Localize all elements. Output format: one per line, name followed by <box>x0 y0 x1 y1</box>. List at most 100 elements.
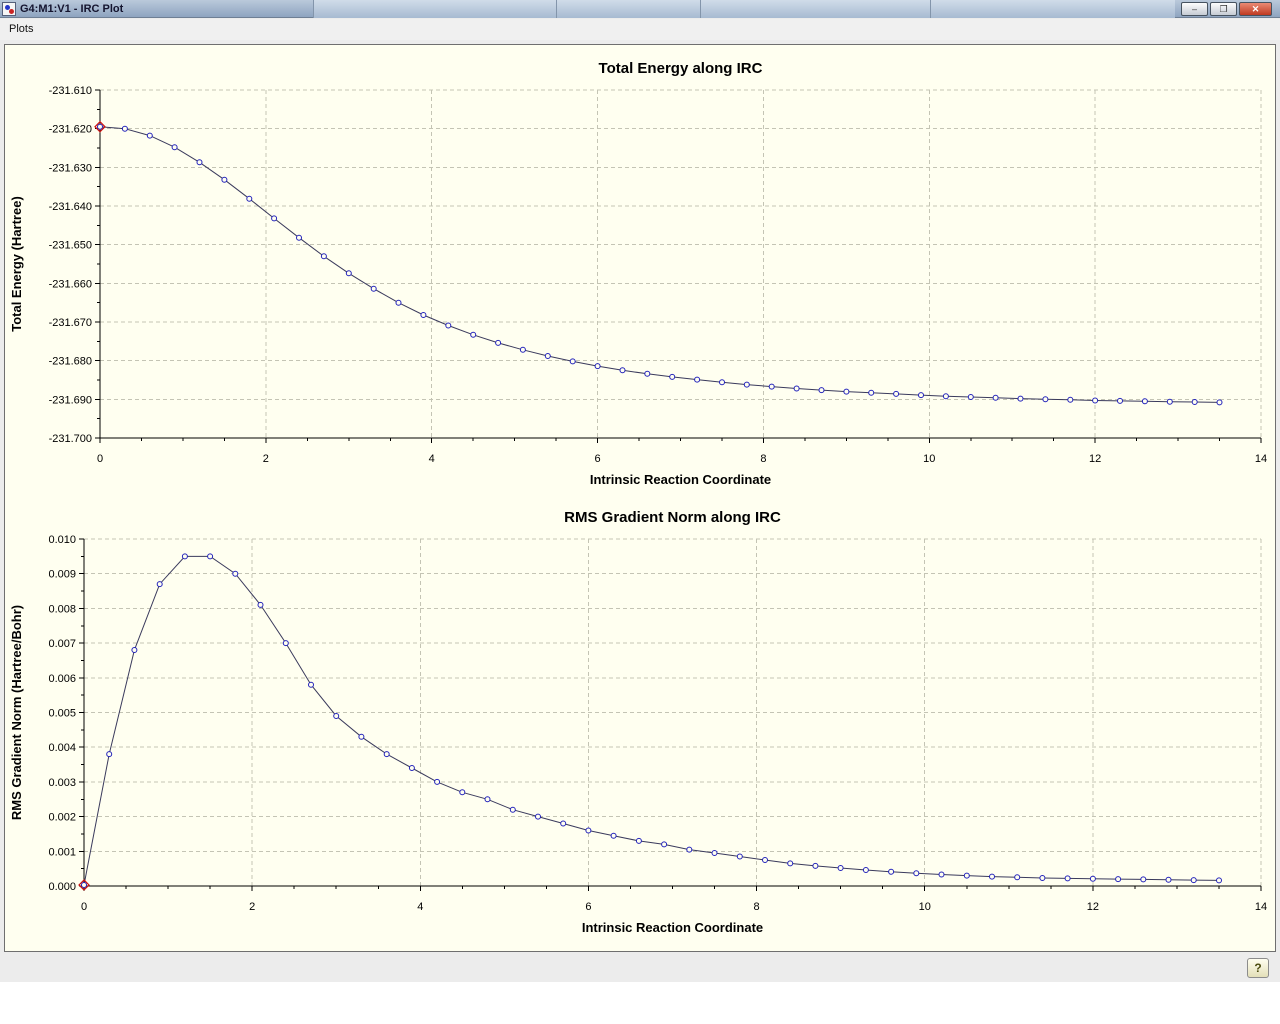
data-point <box>893 390 900 397</box>
data-point <box>207 553 214 560</box>
data-point <box>358 733 365 740</box>
close-button[interactable]: ✕ <box>1239 2 1272 16</box>
data-point <box>843 388 850 395</box>
x-tick-label: 4 <box>417 901 423 913</box>
x-tick-label: 14 <box>1255 901 1267 913</box>
data-point <box>768 383 775 390</box>
data-point <box>296 234 302 241</box>
y-tick-label: -231.610 <box>49 85 92 97</box>
y-tick-label: 0.000 <box>48 881 76 893</box>
data-point <box>793 385 800 392</box>
y-tick-label: -231.630 <box>49 162 92 174</box>
data-point <box>719 379 725 386</box>
y-tick-label: 0.001 <box>48 846 76 858</box>
data-point <box>644 370 651 377</box>
data-point <box>594 363 601 370</box>
data-point <box>308 681 314 688</box>
data-point <box>445 322 452 329</box>
x-tick-label: 6 <box>585 901 591 913</box>
irc-plot-window: G4:M1:V1 - IRC Plot – ❐ ✕ Plots 0 2 4 6 8 10 1… <box>0 0 1280 982</box>
data-point <box>711 850 718 856</box>
y-tick-label: 0.009 <box>48 569 76 581</box>
data-point <box>913 870 920 877</box>
data-point <box>1092 397 1099 404</box>
data-point <box>121 125 128 132</box>
data-point <box>395 299 402 306</box>
data-point <box>131 647 138 653</box>
data-point <box>610 832 617 839</box>
data-point <box>246 195 253 202</box>
data-point <box>1117 397 1123 404</box>
inactive-window-titlebar[interactable] <box>313 0 556 18</box>
menu-item-plots[interactable]: Plots <box>9 23 34 35</box>
inactive-window-titlebar[interactable] <box>930 0 1175 18</box>
window-title: G4:M1:V1 - IRC Plot <box>20 3 124 15</box>
data-point <box>1216 399 1223 406</box>
data-point <box>938 871 945 878</box>
y-tick-label: -231.650 <box>49 240 92 252</box>
x-tick-label: 12 <box>1087 901 1099 913</box>
y-tick-label: 0.006 <box>48 673 76 685</box>
x-tick-label: 10 <box>919 901 931 913</box>
y-tick-label: -231.620 <box>49 124 92 136</box>
help-button[interactable]: ? <box>1247 958 1269 978</box>
minimize-button[interactable]: – <box>1181 2 1208 16</box>
x-tick-label: 2 <box>263 453 269 465</box>
data-point <box>1165 876 1172 883</box>
y-tick-label: 0.008 <box>48 603 76 615</box>
x-tick-label: 4 <box>429 453 435 465</box>
y-tick-label: 0.007 <box>48 638 76 650</box>
rms-gradient-plot-canvas: 0 2 4 6 8 10 12 14 0.000 0.001 0.002 0.003 0.004 0.00… <box>9 509 1267 935</box>
data-point <box>156 581 163 588</box>
data-point <box>868 389 875 396</box>
maximize-button[interactable]: ❐ <box>1210 2 1237 16</box>
data-point <box>918 392 924 399</box>
y-tick-label: 0.002 <box>48 812 76 824</box>
rms-gradient-chart: 0 2 4 6 8 10 12 14 0.000 0.001 0.002 0.003 0.004 0.00… <box>5 495 1275 950</box>
inactive-window-titlebar[interactable] <box>556 0 700 18</box>
x-axis-label: Intrinsic Reaction Coordinate <box>590 472 771 487</box>
data-point <box>818 387 825 394</box>
data-point <box>1190 877 1197 884</box>
x-tick-label: 8 <box>760 453 766 465</box>
y-tick-label: -231.680 <box>49 356 92 368</box>
data-point <box>694 376 701 383</box>
data-point <box>963 872 970 879</box>
data-point <box>787 860 794 867</box>
x-tick-label: 2 <box>249 901 255 913</box>
data-point <box>585 827 592 834</box>
inactive-window-titlebar[interactable] <box>700 0 930 18</box>
data-point <box>181 553 188 560</box>
data-point <box>569 358 576 365</box>
data-point <box>669 373 676 380</box>
data-point <box>345 270 352 277</box>
data-point <box>967 394 974 400</box>
data-point <box>1014 874 1021 881</box>
data-point <box>1042 396 1049 403</box>
data-point <box>1089 875 1096 882</box>
data-point <box>888 868 895 875</box>
chart-title: Total Energy along IRC <box>599 60 763 77</box>
data-point <box>509 806 516 813</box>
app-icon <box>2 2 16 16</box>
titlebar[interactable]: G4:M1:V1 - IRC Plot – ❐ ✕ <box>0 0 1280 18</box>
x-axis-label: Intrinsic Reaction Coordinate <box>582 920 763 935</box>
data-point <box>1140 876 1147 883</box>
y-axis-label: Total Energy (Hartree) <box>9 196 24 332</box>
data-point <box>106 751 113 758</box>
data-point <box>383 751 390 758</box>
data-point <box>519 346 526 353</box>
data-point <box>619 367 626 374</box>
data-point <box>221 176 228 183</box>
data-point <box>1191 399 1198 405</box>
x-tick-label: 10 <box>923 453 935 465</box>
x-tick-label: 12 <box>1089 453 1101 465</box>
data-point <box>271 215 278 222</box>
data-point <box>862 867 869 873</box>
data-point <box>171 144 178 151</box>
data-point <box>408 765 415 771</box>
data-point <box>1166 398 1173 405</box>
data-point <box>635 837 642 844</box>
y-tick-label: -231.700 <box>49 433 92 445</box>
data-point <box>459 789 466 796</box>
